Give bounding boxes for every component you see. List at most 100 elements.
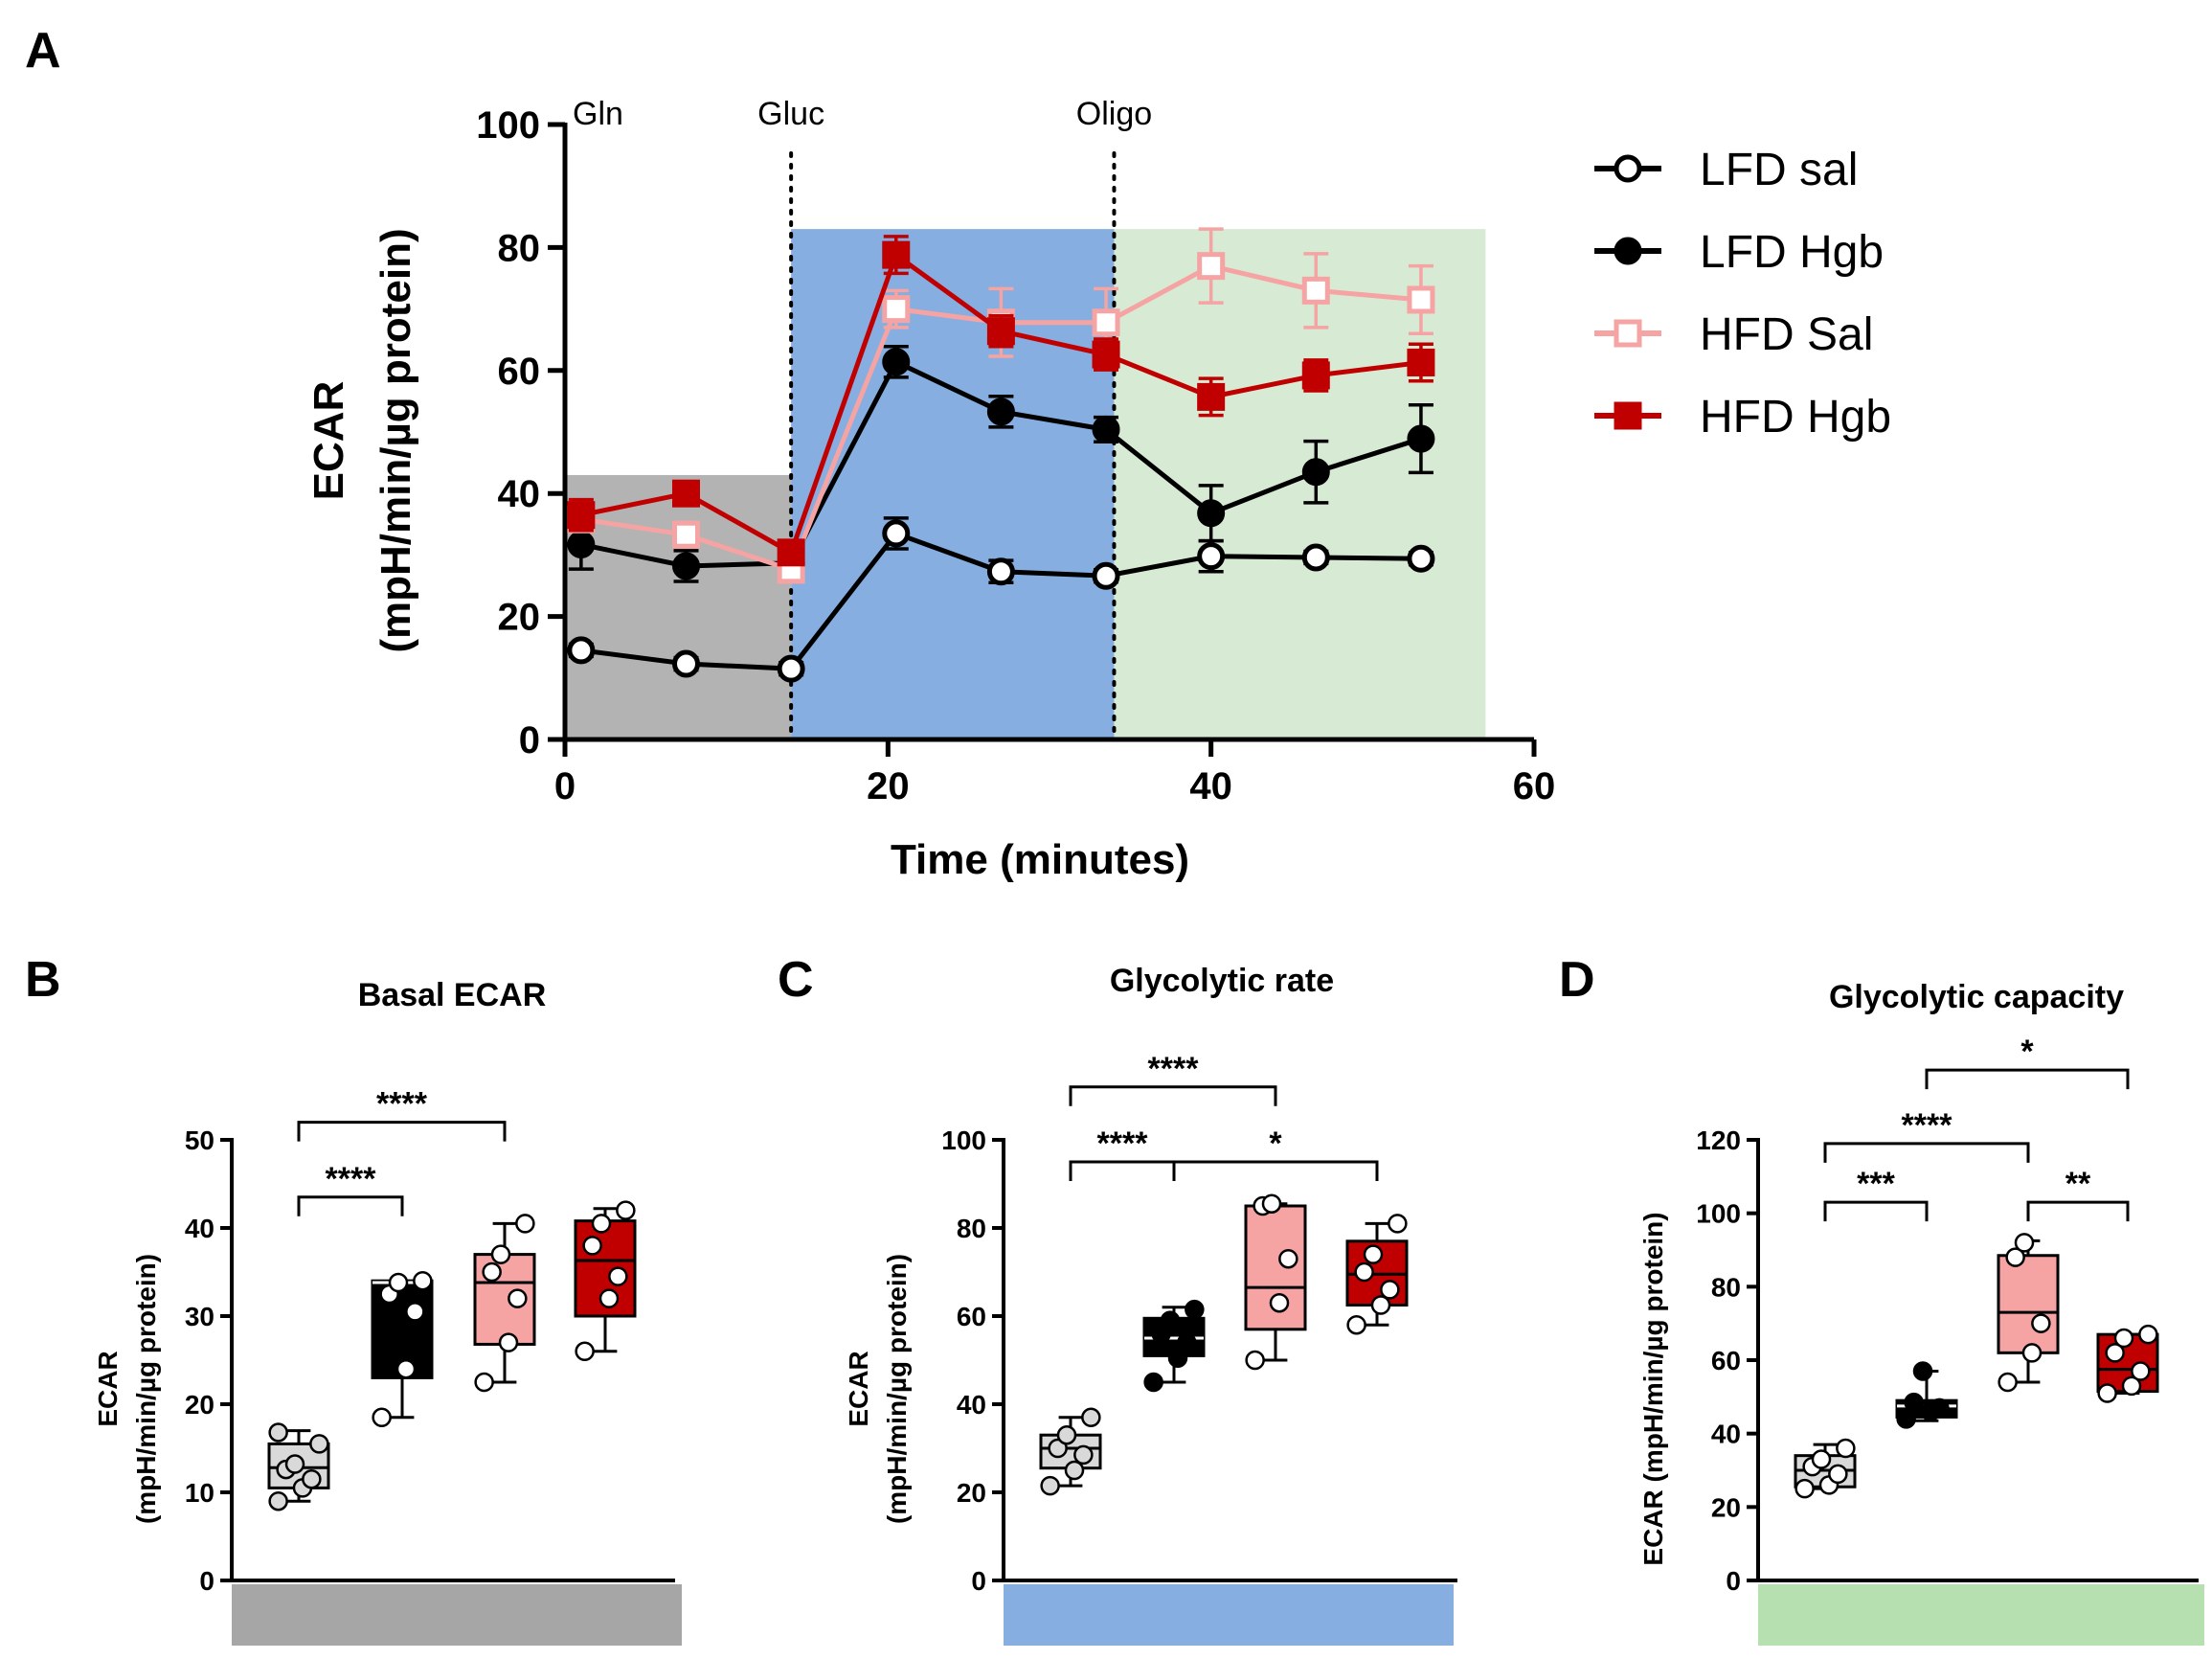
y-axis-title: ECAR <box>844 1351 873 1426</box>
data-point <box>268 1422 288 1443</box>
legend-label: LFD Hgb <box>1700 227 1884 278</box>
y-tick-label: 20 <box>498 597 541 639</box>
glycolytic-capacity-chart: Glycolytic capacity 0 20 40 60 80 100 120 ECAR (… <box>1638 979 2204 1646</box>
y-tick-label: 0 <box>519 719 540 761</box>
y-tick-label: 20 <box>185 1390 214 1420</box>
phase-bar <box>1004 1584 1454 1646</box>
significance-label: * <box>1269 1125 1282 1162</box>
data-point <box>591 1214 612 1234</box>
data-point <box>1794 1478 1815 1499</box>
data-point <box>1380 1280 1400 1300</box>
y-tick-label: 60 <box>1711 1346 1741 1375</box>
data-point <box>1301 543 1330 572</box>
data-point <box>1912 1361 1933 1381</box>
data-point <box>1301 276 1330 305</box>
legend-label: HFD Hgb <box>1700 392 1891 443</box>
y-tick-label: 80 <box>498 227 541 269</box>
data-point <box>1048 1438 1068 1459</box>
data-point <box>1904 1392 1924 1413</box>
data-point <box>1354 1261 1374 1283</box>
y-tick-label: 20 <box>1711 1492 1741 1522</box>
data-point <box>302 1468 322 1489</box>
data-point <box>1930 1398 1950 1419</box>
data-point <box>515 1214 535 1234</box>
y-tick-label: 100 <box>1696 1199 1741 1229</box>
data-point <box>1197 542 1226 571</box>
significance-bracket <box>1823 1200 1929 1222</box>
significance-bracket <box>1069 1085 1277 1106</box>
data-point <box>2113 1328 2134 1349</box>
basal-ecar-chart: Basal ECAR 0 10 20 30 40 50 ECAR (mpH/min/µg pro… <box>93 977 682 1646</box>
chart-title: Glycolytic capacity <box>1829 979 2124 1015</box>
data-point <box>567 530 596 558</box>
data-point <box>582 1236 602 1256</box>
y-axis-title-unit: (mpH/min/µg protein) <box>131 1254 161 1524</box>
y-tick-label: 60 <box>498 351 541 393</box>
legend-marker <box>1614 401 1642 430</box>
significance-label: **** <box>1148 1051 1200 1087</box>
data-point <box>1407 285 1435 314</box>
data-point <box>567 501 596 530</box>
phase-bar <box>232 1584 682 1646</box>
data-point <box>2031 1313 2051 1333</box>
y-axis-title-unit: (mpH/min/µg protein) <box>882 1254 912 1524</box>
y-axis-title: ECAR <box>305 381 352 501</box>
y-tick-label: 10 <box>185 1478 214 1508</box>
data-point <box>1081 1407 1101 1428</box>
data-point <box>1261 1193 1282 1214</box>
data-point <box>2105 1343 2125 1363</box>
data-point <box>672 649 700 678</box>
injection-label: Gluc <box>757 96 824 132</box>
shaded-region <box>565 474 792 739</box>
significance-label: **** <box>376 1086 428 1123</box>
data-point <box>1407 424 1435 453</box>
data-point <box>1151 1324 1171 1344</box>
data-point <box>1346 1314 1366 1335</box>
data-point <box>1269 1292 1290 1313</box>
x-tick-label: 20 <box>867 765 910 807</box>
y-tick-label: 100 <box>941 1125 986 1155</box>
x-tick-label: 40 <box>1189 765 1232 807</box>
significance-bracket <box>297 1195 404 1216</box>
y-tick-label: 0 <box>971 1566 986 1596</box>
data-point <box>672 520 700 549</box>
legend-marker <box>1614 237 1642 265</box>
significance-label: ** <box>2065 1166 2091 1202</box>
injection-label: Oligo <box>1076 96 1152 132</box>
data-point <box>490 1244 511 1264</box>
data-point <box>986 557 1015 586</box>
y-tick-label: 40 <box>498 473 541 515</box>
y-tick-label: 80 <box>1711 1272 1741 1302</box>
data-point <box>567 636 596 665</box>
y-axis-title: ECAR <box>93 1351 123 1426</box>
panel-letter-d: D <box>1559 952 1595 1008</box>
significance-bracket <box>1925 1068 2130 1090</box>
glycolytic-rate-chart: Glycolytic rate 0 20 40 60 80 100 ECAR (mpH/min/… <box>844 963 1457 1646</box>
significance-label: **** <box>1097 1125 1149 1162</box>
data-point <box>1092 561 1120 590</box>
data-point <box>474 1372 494 1393</box>
data-point <box>1301 458 1330 487</box>
data-point <box>2121 1375 2142 1397</box>
data-point <box>672 552 700 580</box>
data-point <box>1092 340 1120 369</box>
data-point <box>1836 1438 1856 1459</box>
significance-bracket <box>1069 1160 1176 1181</box>
data-point <box>882 240 911 269</box>
data-point <box>309 1434 329 1454</box>
data-point <box>1388 1214 1408 1234</box>
data-point <box>777 654 805 683</box>
y-tick-label: 30 <box>185 1302 214 1331</box>
chart-title: Glycolytic rate <box>1110 963 1334 999</box>
time-course-chart: Gln Gluc Oligo 0 20 40 60 80 100 0 20 40 60 Time (min… <box>305 96 1891 883</box>
data-point <box>1363 1244 1384 1264</box>
significance-bracket <box>1823 1142 2030 1163</box>
data-point <box>986 398 1015 426</box>
phase-bar <box>1758 1584 2204 1646</box>
data-point <box>508 1288 528 1308</box>
x-axis-title: Time (minutes) <box>891 836 1189 883</box>
y-tick-label: 20 <box>957 1478 986 1508</box>
x-tick-label: 60 <box>1513 765 1556 807</box>
data-point <box>672 479 700 508</box>
x-tick-label: 0 <box>554 765 576 807</box>
